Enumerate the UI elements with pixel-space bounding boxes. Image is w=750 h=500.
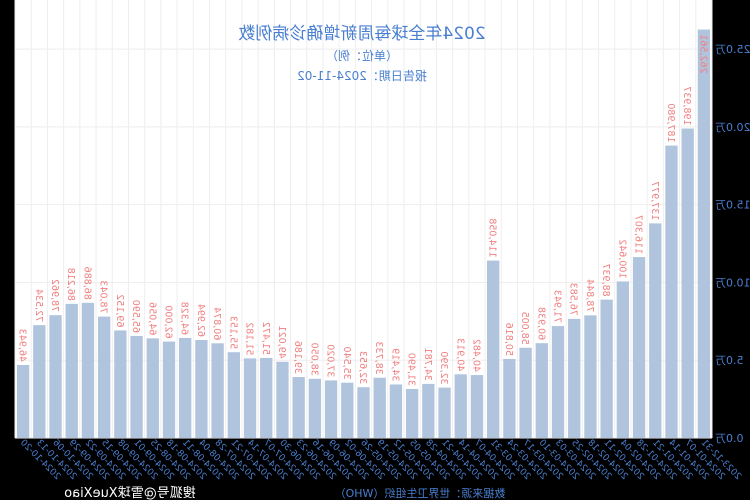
value-label: 32,390 <box>438 351 449 384</box>
value-label: 86,218 <box>65 268 76 301</box>
value-label: 62,000 <box>162 305 173 338</box>
value-label: 32,653 <box>357 351 368 384</box>
y-tick-label: 5.0万 <box>715 354 744 367</box>
bar <box>341 382 354 438</box>
report-date: 报告日期：2024-11-02 <box>297 68 427 83</box>
y-tick-label: 0.0万 <box>715 432 744 445</box>
bar <box>438 387 451 438</box>
bar <box>81 302 95 438</box>
bar <box>535 343 548 438</box>
value-label: 34,419 <box>389 348 400 381</box>
value-label: 39,186 <box>292 341 303 374</box>
y-tick-label: 15.0万 <box>715 199 750 212</box>
bar <box>260 357 273 438</box>
value-label: 100,642 <box>616 239 627 278</box>
y-tick-label: 25.0万 <box>715 43 750 56</box>
bar <box>697 29 711 438</box>
value-label: 49,021 <box>276 325 287 358</box>
bar <box>405 389 419 438</box>
value-label: 71,943 <box>552 290 563 323</box>
value-label: 60,874 <box>211 307 222 340</box>
value-label: 38,050 <box>308 343 319 376</box>
value-label: 72,534 <box>33 289 44 322</box>
value-label: 35,540 <box>341 346 352 379</box>
value-label: 78,962 <box>49 279 60 312</box>
value-label: 116,307 <box>633 215 644 254</box>
bar <box>470 375 484 438</box>
bar <box>130 335 143 438</box>
bar <box>195 340 208 438</box>
value-label: 51,182 <box>244 322 255 355</box>
bar <box>616 281 630 438</box>
bar <box>33 325 46 438</box>
bar <box>568 318 581 438</box>
bar <box>324 380 338 438</box>
bar <box>276 361 289 438</box>
value-label: 78,844 <box>584 279 595 312</box>
value-label: 64,328 <box>179 302 190 335</box>
bar <box>389 384 403 438</box>
bar <box>211 343 224 438</box>
bar <box>632 257 646 438</box>
value-label: 198,937 <box>681 86 692 125</box>
bar <box>584 315 597 438</box>
chart-subtitle: （单位：例） <box>326 48 398 63</box>
value-label: 37,020 <box>325 344 336 377</box>
value-label: 137,977 <box>649 181 660 220</box>
bar <box>357 387 370 438</box>
value-label: 34,781 <box>422 348 433 381</box>
value-label: 31,490 <box>406 353 417 386</box>
bar <box>487 260 500 438</box>
bar <box>292 377 305 438</box>
bar <box>114 330 127 438</box>
bar <box>503 358 516 438</box>
value-label: 262,561 <box>697 34 708 73</box>
bar <box>49 315 62 438</box>
bar <box>519 347 532 438</box>
bar <box>179 337 192 438</box>
bar <box>600 299 613 438</box>
value-label: 88,937 <box>600 263 611 296</box>
bar <box>243 358 257 438</box>
value-label: 50,816 <box>503 323 514 356</box>
bar <box>162 341 176 438</box>
bar <box>665 145 678 438</box>
bar <box>454 374 467 438</box>
bar <box>422 383 435 438</box>
value-label: 76,583 <box>568 283 579 316</box>
bar <box>146 338 159 438</box>
value-label: 60,938 <box>535 307 546 340</box>
bar <box>551 326 565 438</box>
value-label: 64,056 <box>146 302 157 335</box>
bar <box>373 377 386 438</box>
value-label: 51,472 <box>260 322 271 355</box>
value-label: 86,886 <box>81 267 92 300</box>
bar <box>681 128 694 438</box>
chart-title: 2024年全球每周新增确诊病例数 <box>238 24 485 44</box>
bar <box>16 364 30 438</box>
value-label: 46,943 <box>17 329 28 362</box>
value-label: 187,980 <box>665 103 676 142</box>
value-label: 58,005 <box>519 312 530 345</box>
bar <box>97 316 111 438</box>
value-label: 38,733 <box>373 341 384 374</box>
value-label: 78,043 <box>98 280 109 313</box>
data-source: 数据来源：世界卫生组织（WHO） <box>335 486 506 500</box>
bar <box>308 378 322 438</box>
value-label: 40,913 <box>454 338 465 371</box>
bar <box>227 352 240 438</box>
value-label: 114,058 <box>487 218 498 257</box>
y-tick-label: 10.0万 <box>715 276 750 289</box>
bar <box>65 303 78 438</box>
value-label: 62,994 <box>195 304 206 337</box>
value-label: 55,153 <box>227 316 238 349</box>
watermark: 搜狐号@雪球XueXiao <box>64 486 196 500</box>
value-label: 65,590 <box>130 300 141 333</box>
value-label: 40,482 <box>470 339 481 372</box>
y-tick-label: 20.0万 <box>715 121 750 134</box>
value-label: 69,152 <box>114 294 125 327</box>
bar <box>649 223 662 438</box>
